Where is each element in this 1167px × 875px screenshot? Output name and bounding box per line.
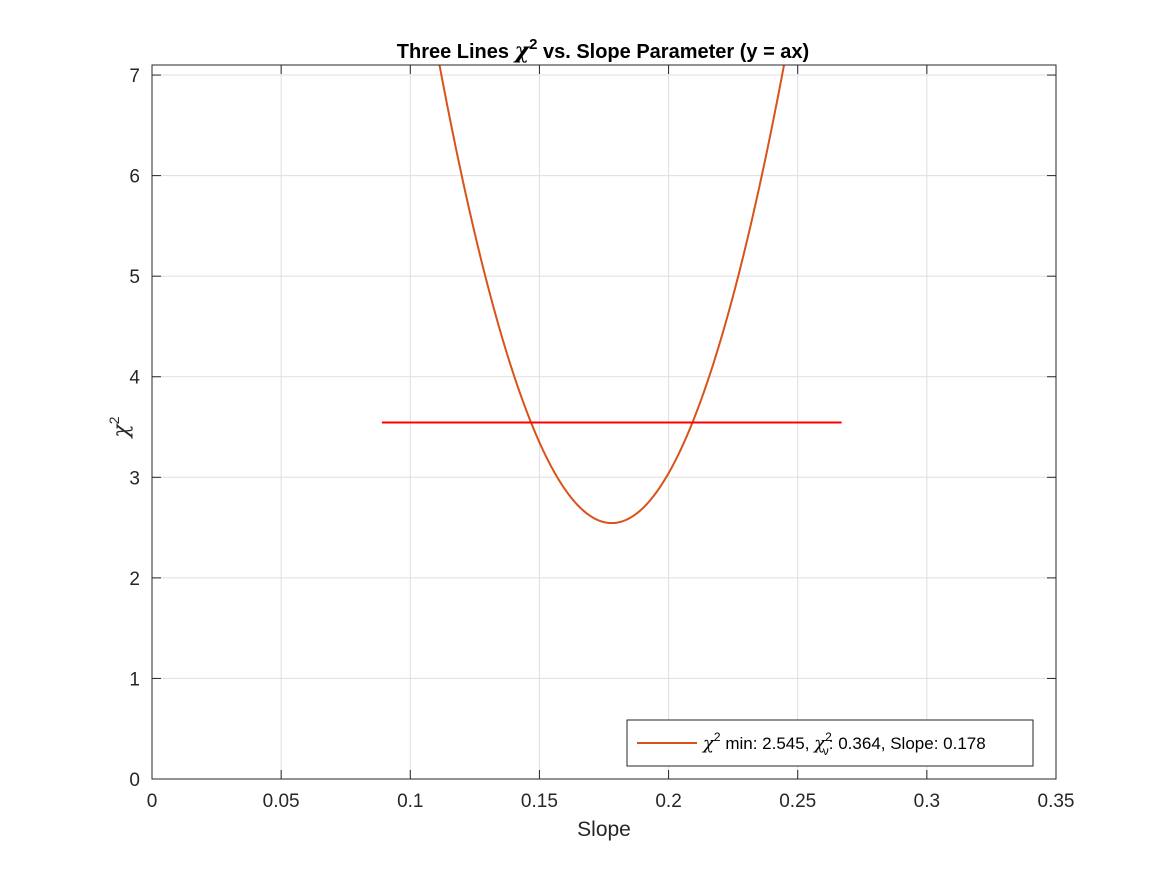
axes-frame [151,64,1057,780]
title-prefix: Three Lines [397,41,515,63]
y-tick-label: 7 [129,66,140,87]
y-tick-label: 1 [129,669,140,690]
legend-nu-subscript: ν [823,744,829,758]
x-tick-label: 0 [147,791,158,812]
y-axis-chi-symbol: χ [109,423,134,440]
title-chi-symbol: χ [513,38,531,64]
x-tick-labels: 0 0.05 0.1 0.15 0.2 0.25 0.3 0.35 [147,791,1075,812]
legend-chi-symbol: χ [701,733,715,754]
y-tick-label: 2 [129,569,140,590]
x-tick-label: 0.3 [914,791,940,812]
x-tick-label: 0.25 [779,791,816,812]
x-tick-label: 0.05 [263,791,300,812]
y-tick-label: 4 [129,368,140,389]
y-tick-labels: 0 1 2 3 4 5 6 7 [129,66,140,791]
y-axis-label: χ2 [106,416,134,439]
legend-rest-text: : 0.364, Slope: 0.178 [829,734,986,753]
legend-min-text: min: 2.545, [721,734,815,753]
legend: χ2 min: 2.545, χ2 ν: 0.364, Slope: 0.178 [626,719,1034,767]
y-tick-label: 0 [129,770,140,791]
data-layer [381,65,842,525]
title-chi-superscript: 2 [529,36,537,53]
legend-chi-superscript: 2 [714,730,721,744]
tick-marks [151,65,1057,780]
legend-entry-chi-square: χ2 min: 2.545, χ2 ν: 0.364, Slope: 0.178 [701,730,986,758]
legend-nu-superscript: 2 [825,730,832,744]
legend-chi-nu-symbol: χ [812,733,826,754]
x-axis-label: Slope [577,818,631,841]
title-suffix: vs. Slope Parameter (y = ax) [537,41,809,63]
x-tick-label: 0.2 [655,791,681,812]
y-tick-label: 6 [129,167,140,188]
y-tick-label: 5 [129,267,140,288]
chi-square-curve [438,65,786,525]
y-axis-chi-superscript: 2 [106,416,122,424]
y-tick-label: 3 [129,468,140,489]
x-tick-label: 0.35 [1038,791,1075,812]
x-tick-label: 0.1 [397,791,423,812]
x-tick-label: 0.15 [521,791,558,812]
chart-title: Three Lines χ2 vs. Slope Parameter (y = … [397,36,809,64]
